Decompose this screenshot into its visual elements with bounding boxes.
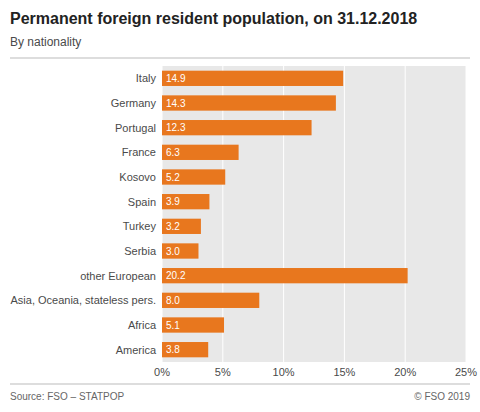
- grid: [162, 66, 466, 362]
- value-label: 8.0: [166, 295, 180, 306]
- bar: [162, 169, 225, 184]
- grid-line: [405, 66, 406, 362]
- x-tick-label: 25%: [455, 366, 477, 378]
- bar: [162, 95, 336, 110]
- value-label: 6.3: [166, 147, 180, 158]
- bar: [162, 219, 201, 234]
- value-label: 12.3: [166, 122, 186, 133]
- value-label: 20.2: [166, 270, 186, 281]
- plot-background: [162, 66, 466, 362]
- bar: [162, 194, 209, 209]
- x-tick-label: 5%: [215, 366, 231, 378]
- category-label: Italy: [136, 72, 157, 84]
- bars: [162, 71, 408, 358]
- bar: [162, 342, 208, 357]
- bar: [162, 293, 259, 308]
- category-label: Germany: [111, 97, 157, 109]
- category-label: other European: [80, 270, 156, 282]
- bar: [162, 71, 343, 86]
- separator: [10, 58, 470, 59]
- x-tick-label: 10%: [273, 366, 295, 378]
- x-tick-label: 15%: [333, 366, 355, 378]
- category-label: Serbia: [124, 245, 157, 257]
- subtitle: By nationality: [10, 35, 81, 49]
- x-tick-label: 20%: [394, 366, 416, 378]
- value-label: 14.9: [166, 73, 186, 84]
- bar: [162, 317, 224, 332]
- category-label: Asia, Oceania, stateless pers.: [10, 294, 156, 306]
- value-label: 14.3: [166, 98, 186, 109]
- grid-line: [344, 66, 345, 362]
- bar: [162, 145, 239, 160]
- separator: [10, 384, 470, 385]
- value-label: 3.9: [166, 196, 180, 207]
- bar: [162, 120, 312, 135]
- category-label: Spain: [128, 196, 156, 208]
- bar: [162, 243, 198, 258]
- value-label: 5.2: [166, 172, 180, 183]
- category-label: Turkey: [123, 220, 157, 232]
- grid-line: [466, 66, 467, 362]
- value-label: 3.2: [166, 221, 180, 232]
- labels: Italy 14.9 Germany 14.3 Portugal 12.3 France 6.…: [10, 72, 185, 355]
- source: Source: FSO – STATPOP: [10, 391, 124, 402]
- copyright: © FSO 2019: [414, 391, 470, 402]
- value-label: 3.8: [166, 344, 180, 355]
- x-tick-label: 0%: [154, 366, 170, 378]
- title: Permanent foreign resident population, o…: [10, 10, 417, 27]
- chart: Permanent foreign resident population, o…: [0, 0, 480, 412]
- value-label: 5.1: [166, 320, 180, 331]
- category-label: France: [122, 146, 156, 158]
- value-label: 3.0: [166, 246, 180, 257]
- category-label: America: [116, 344, 157, 356]
- category-label: Kosovo: [119, 171, 156, 183]
- category-label: Portugal: [115, 122, 156, 134]
- category-label: Africa: [128, 319, 157, 331]
- bar: [162, 268, 408, 283]
